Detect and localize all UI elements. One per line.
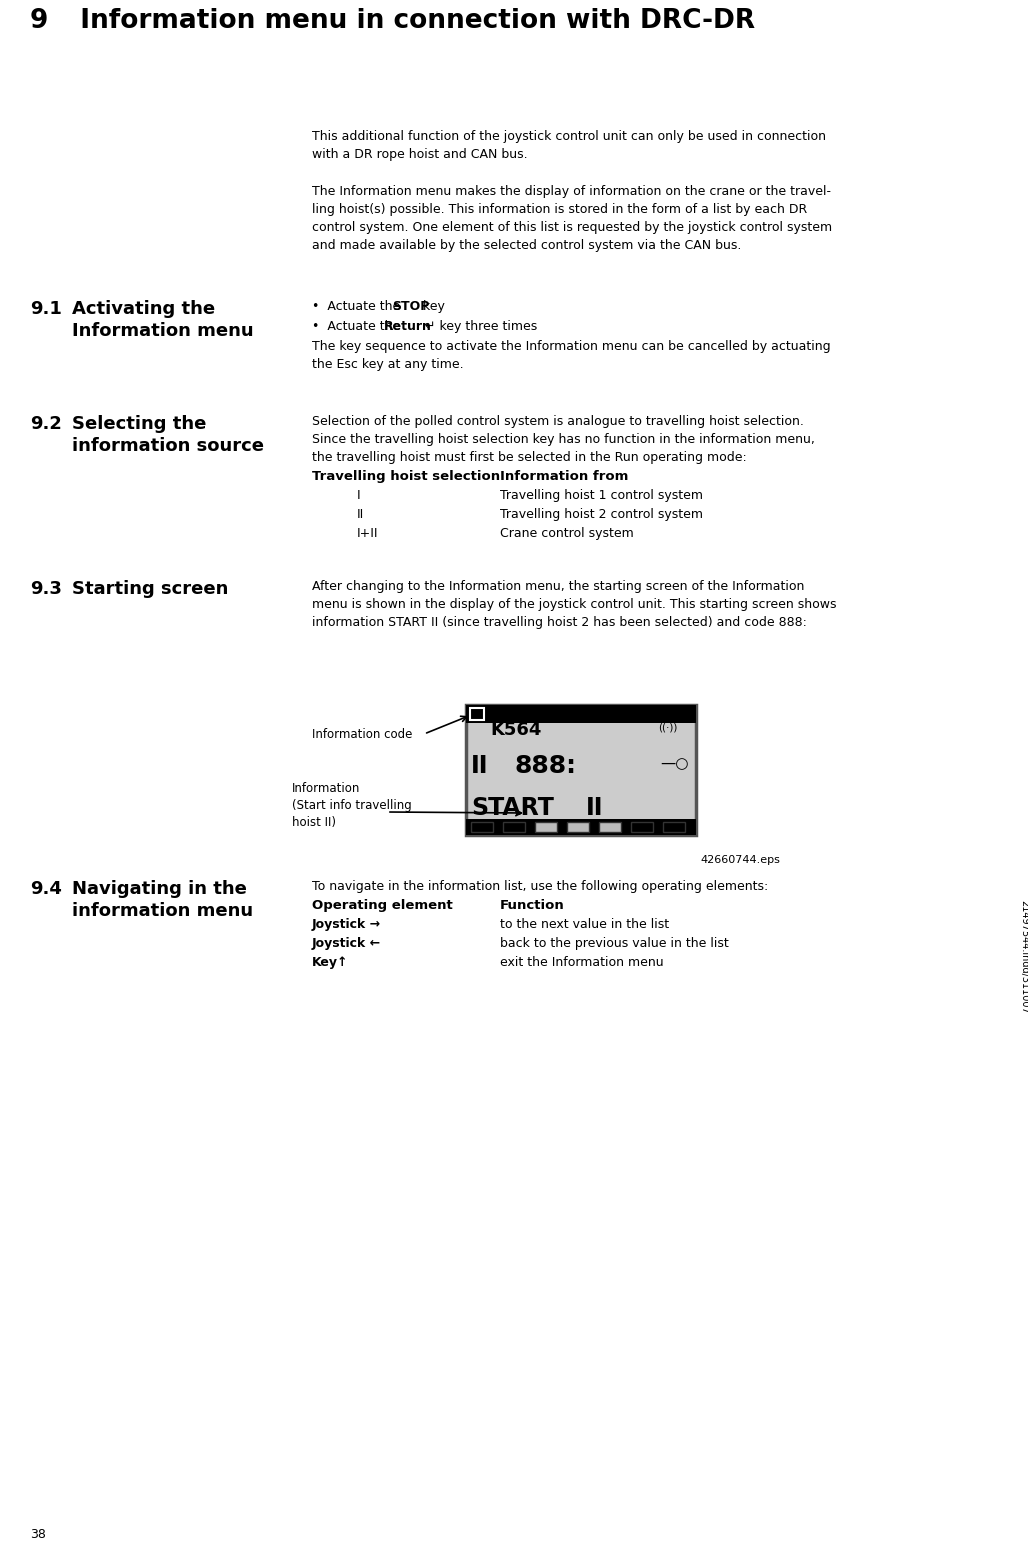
Text: key: key: [419, 300, 445, 312]
Text: To navigate in the information list, use the following operating elements:: To navigate in the information list, use…: [313, 880, 768, 894]
Text: 42660744.eps: 42660744.eps: [700, 855, 780, 866]
Bar: [466, 705, 696, 724]
Text: Travelling hoist selection: Travelling hoist selection: [313, 470, 501, 482]
Bar: [663, 822, 685, 832]
Text: Selection of the polled control system is analogue to travelling hoist selection: Selection of the polled control system i…: [313, 414, 815, 464]
Bar: [631, 822, 653, 832]
Text: 9.3: 9.3: [30, 580, 62, 598]
Text: ((·)): ((·)): [658, 722, 677, 731]
Text: ↵ key three times: ↵ key three times: [421, 320, 538, 332]
Bar: [599, 822, 621, 832]
Bar: [567, 822, 589, 832]
Text: —○: —○: [660, 756, 689, 771]
Text: Selecting the: Selecting the: [72, 414, 207, 433]
Text: Operating element: Operating element: [313, 900, 452, 912]
Text: II: II: [357, 509, 364, 521]
Text: Travelling hoist 2 control system: Travelling hoist 2 control system: [500, 509, 703, 521]
Text: START: START: [471, 796, 554, 819]
Bar: [470, 708, 484, 720]
Text: II: II: [471, 754, 488, 778]
Text: back to the previous value in the list: back to the previous value in the list: [500, 937, 729, 949]
Text: Joystick →: Joystick →: [313, 918, 381, 931]
Bar: [535, 822, 557, 832]
Text: Information from: Information from: [500, 470, 628, 482]
Text: Travelling hoist 1 control system: Travelling hoist 1 control system: [500, 489, 703, 502]
Text: 888:: 888:: [514, 754, 576, 778]
Text: 38: 38: [30, 1527, 46, 1541]
Text: 9.4: 9.4: [30, 880, 62, 898]
Text: After changing to the Information menu, the starting screen of the Information
m: After changing to the Information menu, …: [313, 580, 837, 629]
Text: Function: Function: [500, 900, 564, 912]
Bar: [466, 705, 696, 835]
Text: Navigating in the: Navigating in the: [72, 880, 247, 898]
Text: information source: information source: [72, 438, 264, 455]
Text: The key sequence to activate the Information menu can be cancelled by actuating
: The key sequence to activate the Informa…: [313, 340, 831, 371]
Text: to the next value in the list: to the next value in the list: [500, 918, 669, 931]
Text: exit the Information menu: exit the Information menu: [500, 955, 664, 969]
Text: Return: Return: [384, 320, 432, 332]
Bar: [503, 822, 525, 832]
Bar: [471, 822, 493, 832]
Text: 9: 9: [30, 8, 48, 34]
Text: The Information menu makes the display of information on the crane or the travel: The Information menu makes the display o…: [313, 186, 832, 252]
Text: 9.2: 9.2: [30, 414, 62, 433]
Text: Activating the: Activating the: [72, 300, 215, 318]
Bar: [470, 708, 484, 720]
Text: Information menu: Information menu: [72, 322, 254, 340]
Text: STOP: STOP: [392, 300, 430, 312]
Text: I: I: [357, 489, 361, 502]
Text: Information
(Start info travelling
hoist II): Information (Start info travelling hoist…: [292, 782, 412, 829]
Text: Crane control system: Crane control system: [500, 527, 633, 540]
Text: Information code: Information code: [313, 728, 412, 741]
Text: Information menu in connection with DRC-DR: Information menu in connection with DRC-…: [62, 8, 756, 34]
Text: I+II: I+II: [357, 527, 378, 540]
Text: •  Actuate the: • Actuate the: [313, 320, 400, 332]
Text: II: II: [586, 796, 603, 819]
Text: 21497544.indd/311007: 21497544.indd/311007: [1019, 900, 1028, 1014]
Text: •  Actuate the: • Actuate the: [313, 300, 404, 312]
Text: Joystick ←: Joystick ←: [313, 937, 381, 949]
Text: 9.1: 9.1: [30, 300, 62, 318]
Bar: [466, 819, 696, 835]
Text: Starting screen: Starting screen: [72, 580, 228, 598]
Text: Key↑: Key↑: [313, 955, 348, 969]
Text: This additional function of the joystick control unit can only be used in connec: This additional function of the joystick…: [313, 130, 827, 161]
Text: K564: K564: [490, 720, 542, 739]
Text: information menu: information menu: [72, 901, 253, 920]
